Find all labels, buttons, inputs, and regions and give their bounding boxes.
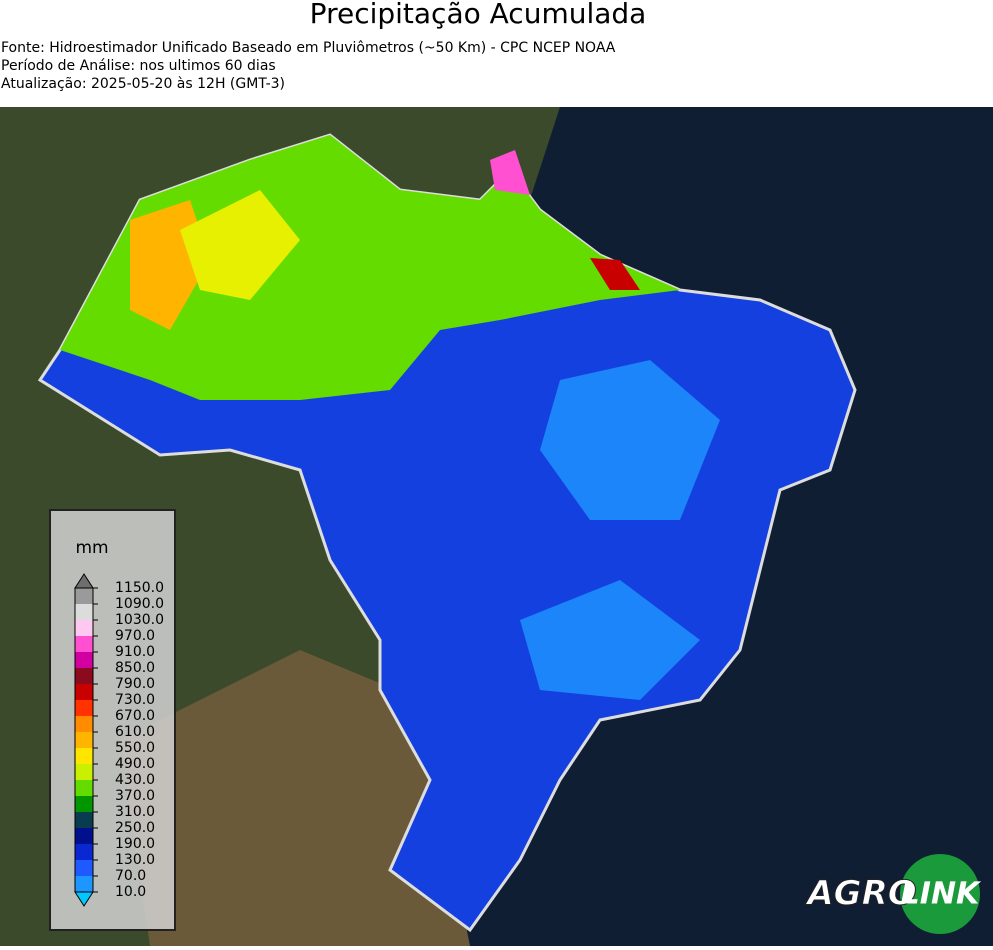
- colorbar-frame: [74, 587, 94, 893]
- colorbar-label: 490.0: [115, 756, 155, 772]
- colorbar-label: 130.0: [115, 852, 155, 868]
- colorbar-label: 250.0: [115, 820, 155, 836]
- colorbar-label: 910.0: [115, 644, 155, 660]
- colorbar-bin: [75, 620, 93, 636]
- north-green: [60, 135, 680, 400]
- colorbar-label: 1150.0: [115, 580, 164, 596]
- colorbar-bin: [75, 716, 93, 732]
- colorbar-bin: [75, 748, 93, 764]
- north-yellow: [180, 190, 300, 300]
- logo-agro: AGRO: [804, 874, 916, 914]
- colorbar-bin: [75, 828, 93, 844]
- land-south: [120, 650, 470, 946]
- colorbar-bin: [75, 844, 93, 860]
- legend-box: [49, 509, 176, 931]
- logo: AGRO LINK: [804, 854, 982, 934]
- colorbar-bin: [75, 876, 93, 892]
- colorbar-bin: [75, 860, 93, 876]
- colorbar-bin: [75, 780, 93, 796]
- colorbar-bin: [75, 684, 93, 700]
- southeast-lightblue: [520, 580, 700, 700]
- colorbar-bin: [75, 652, 93, 668]
- colorbar-label: 610.0: [115, 724, 155, 740]
- colorbar-label: 550.0: [115, 740, 155, 756]
- colorbar: 1150.01090.01030.0970.0910.0850.0790.073…: [74, 573, 164, 907]
- colorbar-label: 190.0: [115, 836, 155, 852]
- colorbar-label: 970.0: [115, 628, 155, 644]
- colorbar-label: 670.0: [115, 708, 155, 724]
- colorbar-label: 1090.0: [115, 596, 164, 612]
- colorbar-label: 10.0: [115, 884, 146, 900]
- logo-circle: [900, 854, 980, 934]
- colorbar-label: 790.0: [115, 676, 155, 692]
- map: [0, 107, 993, 946]
- colorbar-label: 370.0: [115, 788, 155, 804]
- interior-lightblue: [540, 360, 720, 520]
- colorbar-label: 430.0: [115, 772, 155, 788]
- title: Precipitação Acumulada: [310, 0, 647, 30]
- colorbar-label: 70.0: [115, 868, 146, 884]
- colorbar-bin: [75, 636, 93, 652]
- colorbar-bin: [75, 700, 93, 716]
- colorbar-bin: [75, 668, 93, 684]
- logo-link: LINK: [901, 877, 982, 912]
- source-line: Fonte: Hidroestimador Unificado Baseado …: [1, 40, 616, 56]
- coast-red: [590, 258, 640, 290]
- colorbar-bin: [75, 812, 93, 828]
- period-line: Período de Análise: nos ultimos 60 dias: [1, 58, 276, 74]
- colorbar-label: 850.0: [115, 660, 155, 676]
- colorbar-bin: [75, 604, 93, 620]
- header-bg: [0, 0, 993, 107]
- legend-unit: mm: [75, 538, 108, 558]
- colorbar-bin: [75, 764, 93, 780]
- colorbar-label: 310.0: [115, 804, 155, 820]
- colorbar-bin: [75, 732, 93, 748]
- colorbar-bin: [75, 796, 93, 812]
- colorbar-label: 730.0: [115, 692, 155, 708]
- colorbar-bin: [75, 588, 93, 604]
- update-line: Atualização: 2025-05-20 às 12H (GMT-3): [1, 76, 285, 92]
- amapa-pink: [490, 150, 530, 195]
- colorbar-label: 1030.0: [115, 612, 164, 628]
